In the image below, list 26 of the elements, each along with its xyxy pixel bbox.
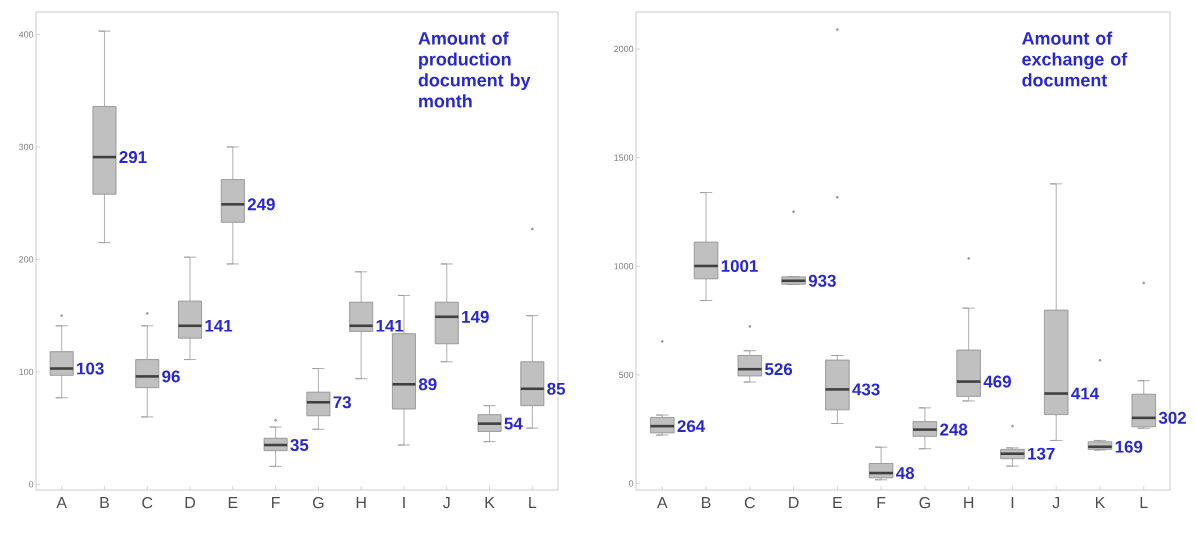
annotation: 54 <box>504 417 523 430</box>
annotation: 103 <box>77 362 104 375</box>
annotation: 302 <box>1158 411 1186 424</box>
annotation: 248 <box>940 423 968 436</box>
annotation: 249 <box>247 198 275 211</box>
annotation: 264 <box>677 420 706 433</box>
annotation: 96 <box>162 370 180 383</box>
annotation: 141 <box>205 319 233 332</box>
annotation: 469 <box>983 375 1011 388</box>
annotation: 73 <box>333 396 351 409</box>
annotation: 137 <box>1028 447 1055 460</box>
text: Amount of exchange of document <box>1022 31 1128 87</box>
annotation: 169 <box>1115 440 1143 453</box>
annotation: 141 <box>376 319 404 332</box>
annotation: 149 <box>462 310 489 323</box>
annotation: 35 <box>290 439 309 452</box>
annotation: 433 <box>852 383 880 396</box>
annotation: 933 <box>808 274 836 287</box>
annotation: 526 <box>764 363 793 376</box>
annotation: 291 <box>119 151 147 164</box>
annotation: 414 <box>1071 387 1100 400</box>
text: Amount of production document by month <box>418 31 531 108</box>
annotation: 89 <box>418 378 437 391</box>
annotation: 1001 <box>721 260 758 272</box>
annotation: 85 <box>547 382 566 395</box>
annotation: 48 <box>896 467 915 480</box>
